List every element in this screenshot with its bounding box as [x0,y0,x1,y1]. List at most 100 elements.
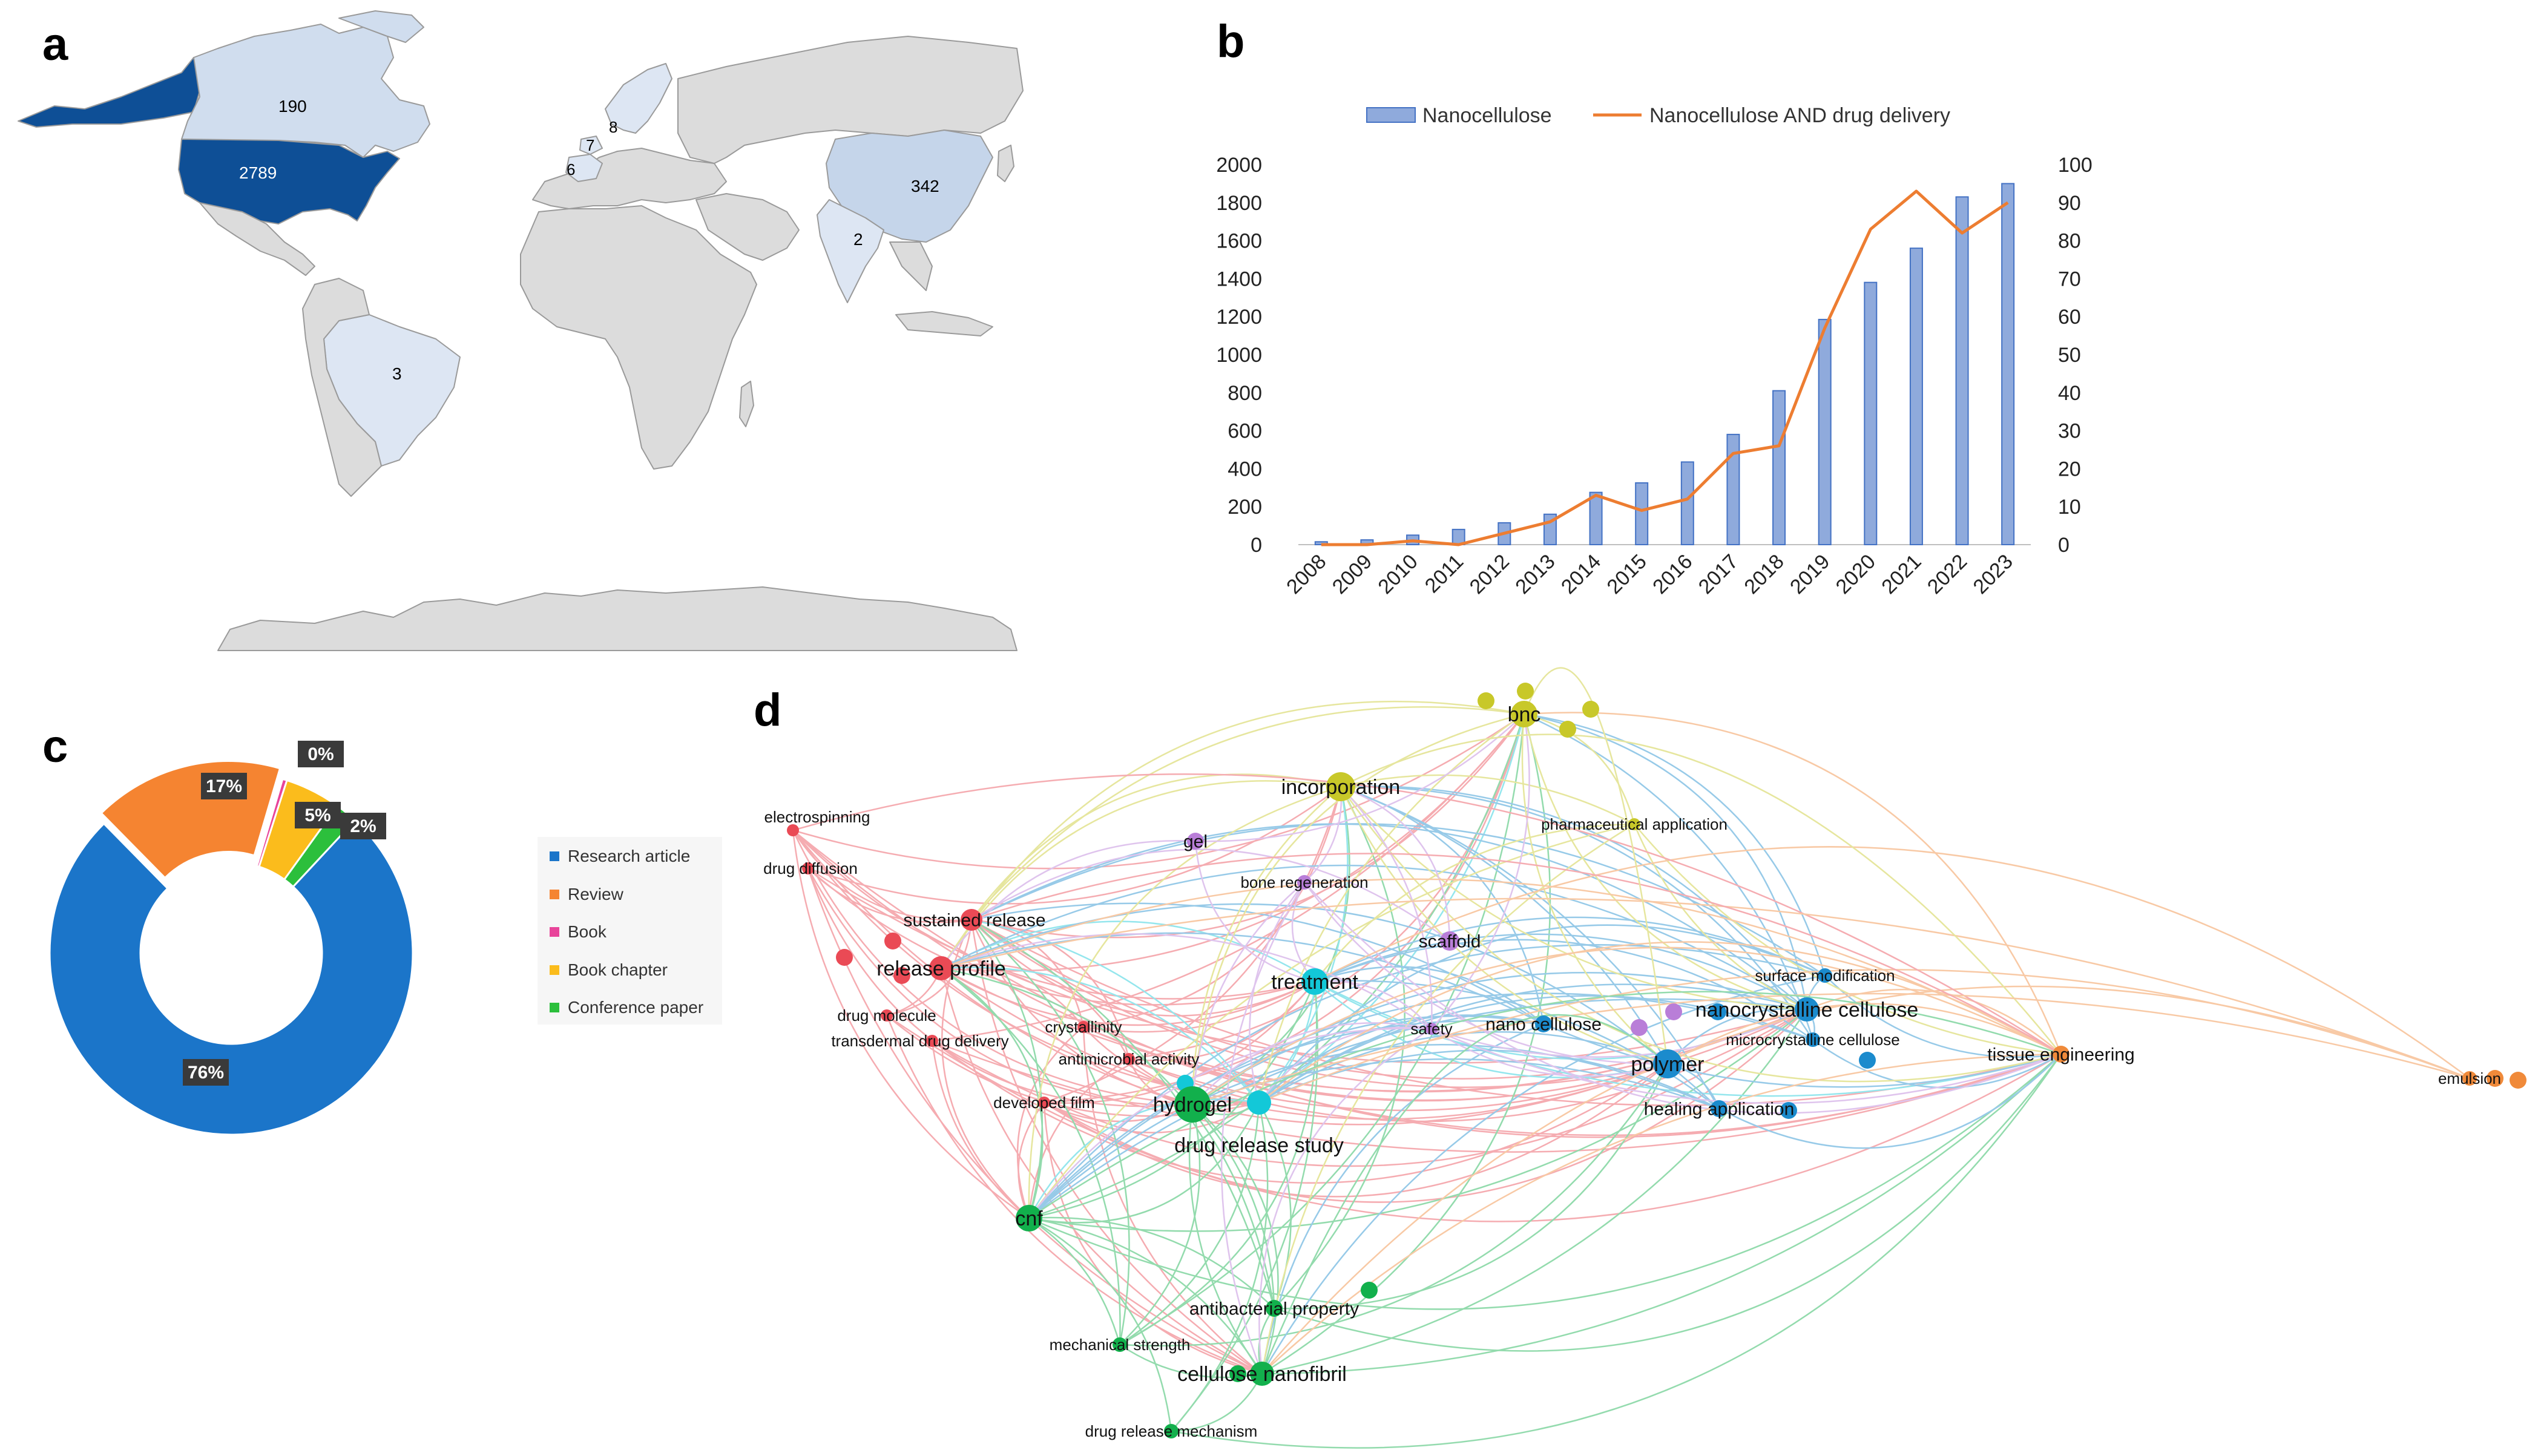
map-se-asia [889,241,933,291]
network-node-unlabeled [1478,692,1494,709]
network-label: tissue engineering [1987,1045,2135,1065]
network-label: incorporation [1281,776,1401,799]
network-edge [971,848,1450,942]
network-edge [941,878,2062,1055]
network-edge [932,1040,2062,1153]
network-edge [941,966,1260,1103]
network-label: electrospinning [764,808,870,826]
map-south-america [302,278,382,497]
network-edge [1340,774,1635,825]
network-edge [1258,1026,1432,1103]
network-edge [1044,786,1342,1104]
map-japan [997,145,1014,182]
network-node-nanocrystalline-cellulose [1795,997,1819,1021]
network-edge [1304,786,1343,883]
network-edge [1191,882,1305,1105]
network-edge [1261,713,1551,1375]
map-china [826,130,993,243]
network-edge [941,932,1544,1025]
network-node-unlabeled [2487,1070,2503,1087]
network-edge [931,1040,1030,1219]
legend-label: Book chapter [568,960,668,979]
bar-2019 [1818,318,1832,545]
network-arc [941,897,2470,1080]
network-label: drug release study [1174,1134,1344,1157]
network-node-unlabeled [1859,1052,1876,1069]
legend-item-conference-paper: Conference paper [550,995,703,1020]
y-left-tick-label: 800 [1228,382,1262,405]
network-edge [971,919,1807,1080]
map-value-china: 342 [911,177,939,195]
network-edge [1119,1063,1669,1347]
network-label: sustained release [903,911,1045,931]
y-left-tick-label: 2000 [1216,154,1262,177]
network-edge [1128,1058,1668,1112]
network-edge [1119,1102,1260,1346]
network-edge [1431,713,1530,1029]
network-edge [1083,786,1342,1028]
bar-2017 [1726,433,1740,545]
network-label: polymer [1631,1053,1705,1076]
map-value-denmark: 7 [586,136,595,154]
network-edge [1016,1026,1084,1219]
legend-swatch [550,1003,559,1012]
network-node-crystallinity [1077,1021,1090,1033]
network-edge [1812,1038,2062,1089]
network-edge [971,919,1260,1103]
network-edge [1314,916,1826,983]
network-edge [1291,882,1315,982]
donut-label-box [340,813,386,839]
network-edge [1192,1058,1720,1110]
network-edge [807,785,1341,905]
y-right-tick-label: 100 [2058,154,2093,177]
network-label: transdermal drug delivery [831,1032,1008,1050]
network-label: nano cellulose [1485,1015,1602,1035]
network-node-unlabeled [884,933,901,949]
network-edge [941,864,1807,1011]
network-node-unlabeled [1780,1102,1797,1119]
network-edge [1028,823,1635,1219]
network-edge [1524,713,1826,976]
network-edge [1258,786,1349,1103]
panel-label-c: c [42,721,68,772]
network-edge [970,773,1341,920]
y-left-tick-label: 200 [1228,496,1262,519]
network-label: hydrogel [1153,1094,1232,1117]
network-edge [971,823,1826,977]
network-edge [807,868,1263,1375]
network-edge [1028,1102,1260,1224]
network-node-cnf [1016,1205,1042,1231]
network-edge [1524,713,1808,1010]
network-edge [1028,944,1826,1219]
network-edge [1194,841,1315,983]
network-edge [1340,786,1668,1065]
network-edge [1258,995,1813,1104]
network-edge [1028,785,1341,1219]
network-node-unlabeled [1229,1365,1246,1382]
network-edge [1340,785,1720,1109]
network-edge [971,919,1130,1345]
network-edge [1192,786,1350,1106]
legend-label: Conference paper [568,998,704,1017]
network-edge [1028,1217,1121,1345]
network-edge [1044,1101,1260,1133]
network-edge [1258,969,2470,1104]
y-right-tick-label: 0 [2058,534,2070,557]
network-arc [971,853,2062,1055]
network-arc [1028,991,2062,1219]
network-node-treatment [1301,968,1328,995]
network-edge [1314,966,1544,1025]
network-node-incorporation [1326,772,1355,801]
network-node-drug-diffusion [802,862,814,874]
network-edge [941,966,1084,1028]
map-germany [565,154,603,182]
network-edge [1258,981,1316,1103]
network-edge [1314,939,1813,1041]
donut-label-box [201,773,247,799]
network-label: antimicrobial activity [1059,1050,1200,1068]
network-edge [940,780,1341,969]
network-edge [1119,713,1525,1346]
network-edge [1261,1009,1808,1375]
network-edge [1521,713,1668,1064]
